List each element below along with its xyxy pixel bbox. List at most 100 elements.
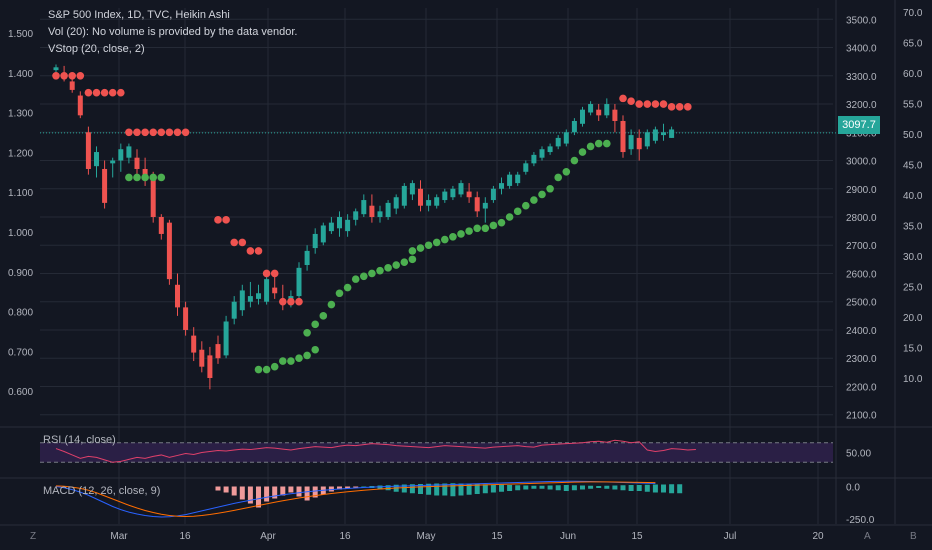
candle[interactable]: [158, 214, 164, 240]
candle[interactable]: [661, 123, 666, 141]
macd-histogram-bar: [652, 484, 658, 493]
candle[interactable]: [604, 98, 610, 119]
candle[interactable]: [94, 146, 99, 178]
candle[interactable]: [555, 135, 561, 150]
candle[interactable]: [272, 273, 278, 299]
candle[interactable]: [166, 219, 172, 285]
candle[interactable]: [369, 194, 375, 223]
candle[interactable]: [118, 143, 124, 172]
candle[interactable]: [450, 185, 456, 201]
macd-histogram-bar: [661, 484, 666, 493]
candle[interactable]: [466, 183, 472, 203]
macd-pane[interactable]: [55, 480, 683, 518]
candle[interactable]: [385, 200, 391, 220]
candle[interactable]: [69, 78, 75, 93]
candle[interactable]: [474, 191, 480, 217]
candle[interactable]: [507, 171, 513, 189]
candle[interactable]: [191, 327, 197, 362]
candle[interactable]: [644, 129, 650, 150]
candle[interactable]: [110, 157, 116, 178]
vstop-indicator-label[interactable]: VStop (20, close, 2): [48, 43, 145, 55]
candle[interactable]: [320, 222, 326, 246]
candle[interactable]: [401, 183, 407, 209]
candle[interactable]: [175, 273, 180, 316]
candle[interactable]: [328, 217, 334, 234]
candle[interactable]: [418, 180, 423, 212]
candle[interactable]: [669, 126, 675, 138]
axes[interactable]: 3500.03400.03300.03200.03100.03000.02900…: [8, 8, 923, 542]
candle[interactable]: [264, 273, 270, 305]
candle[interactable]: [571, 118, 577, 136]
candle[interactable]: [612, 104, 618, 133]
candle[interactable]: [377, 205, 383, 223]
x-tick-label: 20: [812, 531, 824, 542]
candle[interactable]: [499, 177, 504, 195]
vstop-dot: [270, 362, 279, 371]
candle[interactable]: [312, 228, 318, 254]
candle[interactable]: [304, 245, 310, 271]
candle[interactable]: [580, 106, 585, 127]
candle[interactable]: [215, 335, 221, 364]
candle[interactable]: [458, 180, 464, 198]
candle[interactable]: [296, 262, 302, 299]
macd-histogram-bar: [523, 485, 529, 490]
macd-histogram-bar: [401, 484, 407, 493]
candle-body: [620, 120, 626, 153]
macd-histogram-bar: [636, 485, 642, 491]
price-tick-label: 2700.0: [846, 241, 877, 252]
volume-indicator-label[interactable]: Vol (20): No volume is provided by the d…: [48, 26, 298, 38]
candle[interactable]: [247, 281, 253, 308]
candle[interactable]: [426, 194, 432, 212]
candle[interactable]: [563, 129, 569, 147]
log-scale-button[interactable]: B: [910, 531, 917, 542]
candle[interactable]: [207, 346, 213, 390]
candle[interactable]: [620, 115, 626, 158]
candle[interactable]: [231, 296, 237, 325]
macd-histogram-bar: [490, 484, 496, 493]
price-pane[interactable]: [40, 64, 836, 390]
candle[interactable]: [628, 129, 634, 155]
candle[interactable]: [102, 160, 108, 209]
candle[interactable]: [490, 185, 496, 203]
secondary-tick-label: 35.0: [903, 222, 923, 233]
last-price-badge: 3097.7: [838, 116, 880, 134]
vstop-dot: [505, 213, 514, 221]
candle-body: [555, 137, 561, 147]
candle[interactable]: [539, 146, 545, 161]
candle[interactable]: [77, 91, 83, 119]
candle[interactable]: [126, 143, 132, 164]
candle[interactable]: [434, 194, 440, 209]
candle[interactable]: [223, 315, 229, 359]
candle[interactable]: [547, 143, 553, 155]
candle[interactable]: [531, 152, 537, 167]
candle[interactable]: [183, 301, 189, 336]
vstop-dot: [554, 173, 562, 182]
vstop-dot: [287, 297, 295, 306]
candle[interactable]: [442, 188, 448, 203]
candle[interactable]: [239, 284, 245, 316]
candle[interactable]: [596, 104, 602, 121]
candle[interactable]: [337, 211, 342, 237]
macd-label[interactable]: MACD (12, 26, close, 9): [43, 485, 161, 497]
vstop-dot: [627, 97, 635, 106]
candle[interactable]: [361, 194, 367, 217]
candle[interactable]: [345, 214, 351, 237]
zoom-button[interactable]: Z: [30, 531, 37, 542]
candle[interactable]: [199, 341, 205, 373]
candle[interactable]: [515, 171, 521, 186]
rsi-label[interactable]: RSI (14, close): [43, 434, 116, 446]
candle[interactable]: [652, 126, 658, 144]
candle[interactable]: [523, 160, 529, 175]
candle[interactable]: [636, 129, 642, 161]
candle[interactable]: [353, 208, 359, 226]
rsi-pane[interactable]: [40, 439, 833, 463]
candle[interactable]: [588, 101, 594, 116]
candle[interactable]: [134, 149, 140, 175]
candle[interactable]: [393, 194, 399, 215]
auto-scale-button[interactable]: A: [864, 531, 871, 542]
candle[interactable]: [85, 126, 91, 175]
candle[interactable]: [256, 284, 261, 305]
candle[interactable]: [409, 180, 415, 201]
candle[interactable]: [482, 197, 488, 223]
